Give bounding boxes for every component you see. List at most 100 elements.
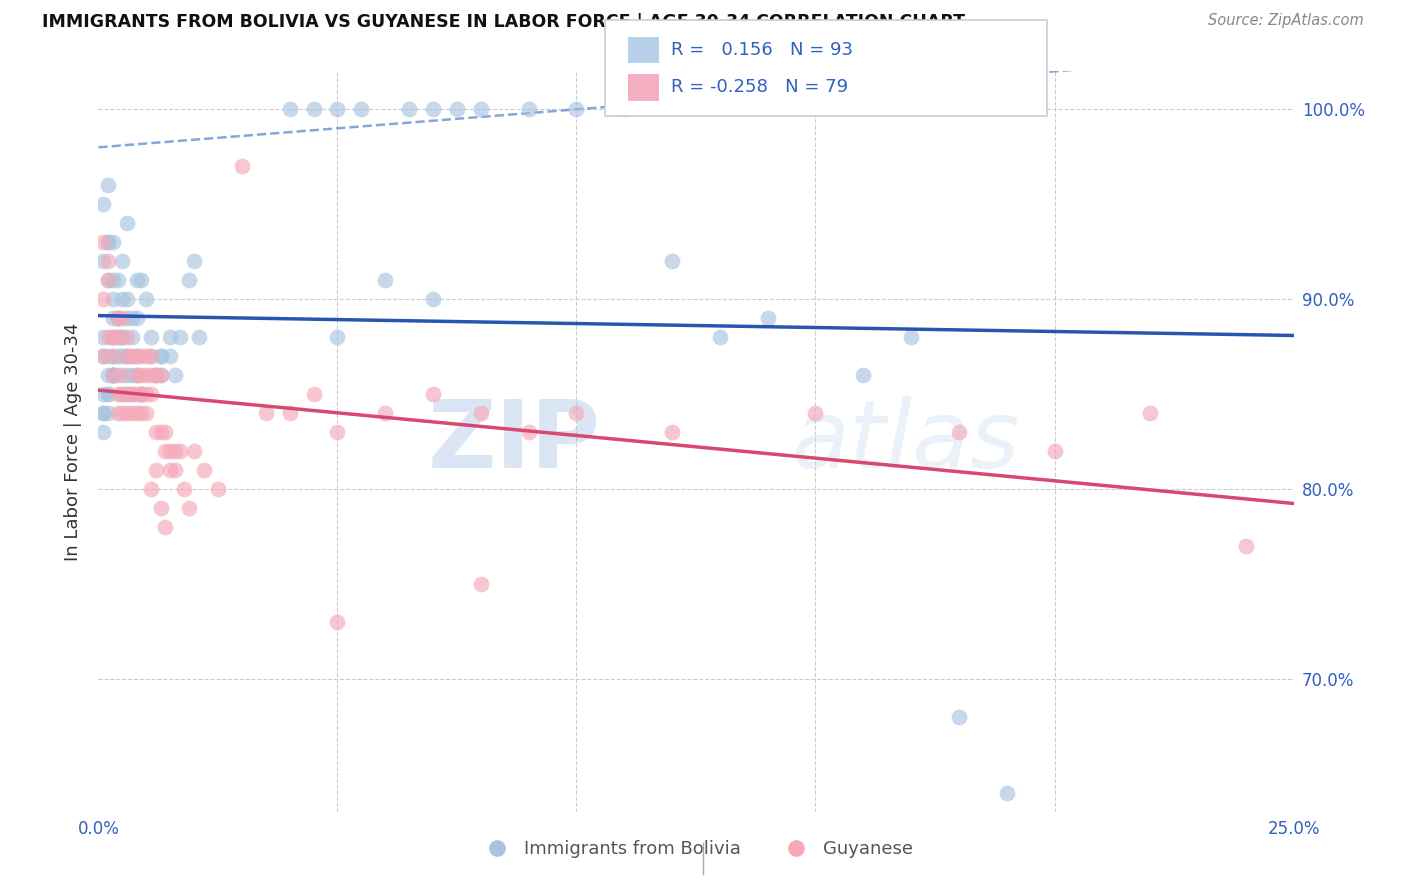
Point — [135, 406, 157, 420]
Point — [173, 482, 195, 496]
Point — [101, 368, 124, 383]
Point — [97, 235, 120, 250]
Point — [107, 273, 129, 287]
Point — [97, 178, 120, 193]
Point — [111, 330, 134, 344]
Point — [91, 292, 114, 306]
Point — [91, 254, 114, 268]
Point — [159, 330, 181, 344]
Point — [125, 387, 148, 401]
Point — [374, 406, 396, 420]
Point — [91, 197, 114, 211]
Point — [115, 216, 138, 230]
Point — [91, 330, 114, 344]
Point — [145, 368, 167, 383]
Point — [155, 520, 177, 534]
Point — [661, 254, 683, 268]
Point — [183, 254, 205, 268]
Point — [948, 710, 970, 724]
Point — [900, 330, 922, 344]
Point — [183, 444, 205, 458]
Point — [97, 387, 120, 401]
Point — [111, 349, 134, 363]
Point — [470, 103, 492, 117]
Point — [121, 387, 143, 401]
Point — [302, 387, 325, 401]
Point — [149, 368, 172, 383]
Point — [163, 463, 186, 477]
Point — [756, 311, 779, 326]
Point — [121, 311, 143, 326]
Point — [121, 368, 143, 383]
Text: ZIP: ZIP — [427, 395, 600, 488]
Point — [149, 349, 172, 363]
Point — [91, 235, 114, 250]
Point — [131, 387, 153, 401]
Point — [97, 330, 120, 344]
Point — [97, 273, 120, 287]
Legend: Immigrants from Bolivia, Guyanese: Immigrants from Bolivia, Guyanese — [472, 833, 920, 865]
Point — [1043, 444, 1066, 458]
Point — [139, 482, 162, 496]
Point — [115, 368, 138, 383]
Point — [107, 311, 129, 326]
Point — [97, 387, 120, 401]
Point — [125, 349, 148, 363]
Point — [131, 368, 153, 383]
Y-axis label: In Labor Force | Age 30-34: In Labor Force | Age 30-34 — [63, 322, 82, 561]
Point — [145, 463, 167, 477]
Point — [135, 368, 157, 383]
Point — [115, 387, 138, 401]
Point — [661, 425, 683, 439]
Point — [125, 368, 148, 383]
Point — [517, 425, 540, 439]
Point — [446, 103, 468, 117]
Point — [107, 330, 129, 344]
Point — [115, 387, 138, 401]
Point — [326, 330, 349, 344]
Point — [145, 368, 167, 383]
Point — [115, 330, 138, 344]
Point — [169, 444, 191, 458]
Point — [948, 425, 970, 439]
Point — [169, 330, 191, 344]
Point — [374, 273, 396, 287]
Point — [97, 349, 120, 363]
Text: IMMIGRANTS FROM BOLIVIA VS GUYANESE IN LABOR FORCE | AGE 30-34 CORRELATION CHART: IMMIGRANTS FROM BOLIVIA VS GUYANESE IN L… — [42, 13, 965, 31]
Point — [111, 311, 134, 326]
Point — [422, 292, 444, 306]
Point — [139, 349, 162, 363]
Point — [1139, 406, 1161, 420]
Point — [145, 368, 167, 383]
Point — [91, 425, 114, 439]
Point — [149, 368, 172, 383]
Point — [163, 444, 186, 458]
Point — [97, 406, 120, 420]
Point — [107, 311, 129, 326]
Point — [111, 292, 134, 306]
Point — [131, 387, 153, 401]
Point — [125, 273, 148, 287]
Point — [121, 330, 143, 344]
Text: R =   0.156   N = 93: R = 0.156 N = 93 — [671, 41, 852, 59]
Point — [91, 349, 114, 363]
Point — [97, 254, 120, 268]
Point — [115, 349, 138, 363]
Point — [111, 254, 134, 268]
Point — [125, 368, 148, 383]
Point — [121, 349, 143, 363]
Point — [101, 349, 124, 363]
Point — [107, 368, 129, 383]
Point — [155, 444, 177, 458]
Point — [422, 103, 444, 117]
Point — [350, 103, 373, 117]
Point — [135, 349, 157, 363]
Point — [193, 463, 215, 477]
Point — [101, 368, 124, 383]
Point — [91, 387, 114, 401]
Point — [115, 292, 138, 306]
Point — [97, 273, 120, 287]
Point — [107, 406, 129, 420]
Point — [121, 406, 143, 420]
Point — [101, 292, 124, 306]
